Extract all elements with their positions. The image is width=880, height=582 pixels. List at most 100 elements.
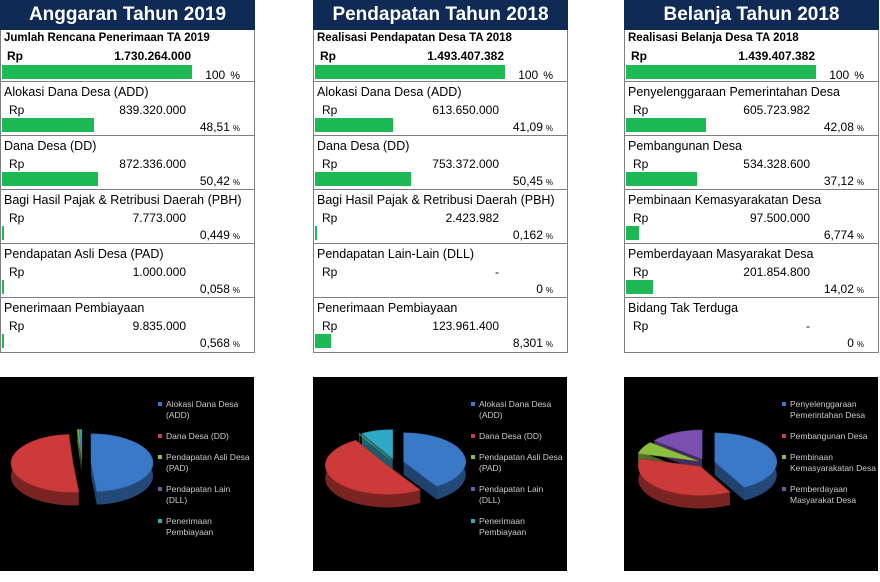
row-percent: 0,058% bbox=[199, 282, 240, 296]
row-percent: 100% bbox=[518, 68, 553, 82]
legend-label: Dana Desa (DD) bbox=[479, 431, 542, 441]
percent-bar bbox=[315, 334, 331, 348]
percent-bar bbox=[626, 172, 697, 186]
legend-item: Penyelenggaraan Pemerintahan Desa bbox=[782, 399, 876, 421]
row-amount: 753.372.000 bbox=[432, 157, 499, 171]
legend-label: Dana Desa (DD) bbox=[166, 431, 229, 441]
currency-label: Rp bbox=[633, 319, 649, 333]
currency-label: Rp bbox=[322, 103, 338, 117]
currency-label: Rp bbox=[9, 157, 25, 171]
percent-bar bbox=[2, 334, 4, 348]
currency-label: Rp bbox=[9, 211, 25, 225]
percent-bar bbox=[2, 65, 192, 79]
legend-item: Alokasi Dana Desa (ADD) bbox=[471, 399, 565, 421]
table-row: Dana Desa (DD) Rp 872.336.000 50,42% bbox=[1, 136, 254, 190]
row-percent: 0% bbox=[536, 282, 553, 296]
row-amount: 1.439.407.382 bbox=[738, 49, 815, 63]
row-amount: 839.320.000 bbox=[119, 103, 186, 117]
row-percent: 0% bbox=[847, 336, 864, 350]
row-percent: 100% bbox=[829, 68, 864, 82]
percent-bar bbox=[2, 118, 95, 132]
currency-label: Rp bbox=[322, 157, 338, 171]
row-label: Alokasi Dana Desa (ADD) bbox=[317, 85, 462, 99]
row-label: Penerimaan Pembiayaan bbox=[317, 301, 458, 315]
table-row: Pendapatan Lain-Lain (DLL) Rp - 0% bbox=[314, 244, 567, 298]
row-label: Pembinaan Kemasyarakatan Desa bbox=[628, 193, 822, 207]
currency-label: Rp bbox=[631, 49, 647, 63]
table-row: Penerimaan Pembiayaan Rp 123.961.400 8,3… bbox=[314, 298, 567, 352]
legend-item: Pendapatan Asli Desa (PAD) bbox=[471, 452, 565, 474]
row-label: Bagi Hasil Pajak & Retribusi Daerah (PBH… bbox=[317, 193, 555, 207]
row-percent: 0,162% bbox=[512, 228, 553, 242]
percent-bar bbox=[315, 118, 394, 132]
legend-swatch bbox=[158, 402, 162, 406]
panel-title: Anggaran Tahun 2019 bbox=[0, 0, 255, 30]
pie-svg bbox=[10, 429, 154, 506]
currency-label: Rp bbox=[322, 211, 338, 225]
pie-slice bbox=[90, 433, 154, 492]
legend-label: Alokasi Dana Desa (ADD) bbox=[166, 399, 239, 420]
table-row: Dana Desa (DD) Rp 753.372.000 50,45% bbox=[314, 136, 567, 190]
percent-bar bbox=[626, 226, 639, 240]
legend-label: Penyelenggaraan Pemerintahan Desa bbox=[790, 399, 866, 420]
table-row: Realisasi Pendapatan Desa TA 2018 Rp 1.4… bbox=[314, 30, 567, 82]
table-row: Alokasi Dana Desa (ADD) Rp 839.320.000 4… bbox=[1, 82, 254, 136]
currency-label: Rp bbox=[322, 319, 338, 333]
pie-chart-belanja-2018: Penyelenggaraan Pemerintahan Desa Pembang… bbox=[624, 377, 878, 571]
legend-swatch bbox=[471, 455, 475, 459]
legend-item: Pendapatan Asli Desa (PAD) bbox=[158, 452, 252, 474]
row-percent: 0,449% bbox=[199, 228, 240, 242]
pie-slice bbox=[403, 432, 466, 487]
legend-label: Pembangunan Desa bbox=[790, 431, 868, 441]
row-amount: 9.835.000 bbox=[132, 319, 186, 333]
pie-svg bbox=[325, 429, 466, 508]
legend-swatch bbox=[158, 487, 162, 491]
row-amount: 123.961.400 bbox=[432, 319, 499, 333]
budget-table: Jumlah Rencana Penerimaan TA 2019 Rp 1.7… bbox=[0, 30, 255, 353]
currency-label: Rp bbox=[633, 265, 649, 279]
row-percent: 6,774% bbox=[823, 228, 864, 242]
legend-item: Dana Desa (DD) bbox=[158, 431, 252, 442]
legend-item: Penerimaan Pembiayaan bbox=[158, 516, 252, 538]
row-label: Realisasi Belanja Desa TA 2018 bbox=[628, 32, 799, 44]
currency-label: Rp bbox=[9, 265, 25, 279]
row-label: Dana Desa (DD) bbox=[4, 139, 97, 153]
pie-slice bbox=[358, 433, 391, 460]
legend-label: Pemberdayaan Masyarakat Desa bbox=[790, 484, 857, 505]
row-amount: - bbox=[495, 265, 499, 279]
table-row: Bagi Hasil Pajak & Retribusi Daerah (PBH… bbox=[1, 190, 254, 244]
currency-label: Rp bbox=[633, 103, 649, 117]
legend-swatch bbox=[471, 402, 475, 406]
row-percent: 42,08% bbox=[823, 120, 864, 134]
percent-bar bbox=[2, 172, 98, 186]
row-label: Bagi Hasil Pajak & Retribusi Daerah (PBH… bbox=[4, 193, 242, 207]
legend-item: Penerimaan Pembiayaan bbox=[471, 516, 565, 538]
legend-item: Pendapatan Lain (DLL) bbox=[158, 484, 252, 506]
table-row: Alokasi Dana Desa (ADD) Rp 613.650.000 4… bbox=[314, 82, 567, 136]
legend-item: Dana Desa (DD) bbox=[471, 431, 565, 442]
panel-pendapatan-2018: Pendapatan Tahun 2018 Realisasi Pendapat… bbox=[313, 0, 568, 353]
expenditure-table: Realisasi Belanja Desa TA 2018 Rp 1.439.… bbox=[624, 30, 879, 353]
currency-label: Rp bbox=[322, 265, 338, 279]
panel-belanja-2018: Belanja Tahun 2018 Realisasi Belanja Des… bbox=[624, 0, 879, 353]
row-amount: 534.328.600 bbox=[743, 157, 810, 171]
legend-swatch bbox=[782, 487, 786, 491]
pie-slice bbox=[653, 429, 703, 460]
table-row: Realisasi Belanja Desa TA 2018 Rp 1.439.… bbox=[625, 30, 878, 82]
percent-bar bbox=[315, 65, 505, 79]
currency-label: Rp bbox=[7, 49, 23, 63]
table-row: Penerimaan Pembiayaan Rp 9.835.000 0,568… bbox=[1, 298, 254, 352]
pie-chart-anggaran-2019: Alokasi Dana Desa (ADD) Dana Desa (DD) Pen… bbox=[0, 377, 254, 571]
row-percent: 50,42% bbox=[199, 174, 240, 188]
currency-label: Rp bbox=[9, 103, 25, 117]
legend-label: Alokasi Dana Desa (ADD) bbox=[479, 399, 552, 420]
table-row: Bagi Hasil Pajak & Retribusi Daerah (PBH… bbox=[314, 190, 567, 244]
row-percent: 0,568% bbox=[199, 336, 240, 350]
pie-slice bbox=[637, 442, 699, 462]
percent-bar bbox=[2, 280, 4, 294]
chart-legend: Penyelenggaraan Pemerintahan Desa Pembang… bbox=[782, 399, 876, 516]
pie-slice bbox=[714, 432, 778, 488]
row-percent: 48,51% bbox=[199, 120, 240, 134]
row-percent: 41,09% bbox=[512, 120, 553, 134]
panel-title: Pendapatan Tahun 2018 bbox=[313, 0, 568, 30]
